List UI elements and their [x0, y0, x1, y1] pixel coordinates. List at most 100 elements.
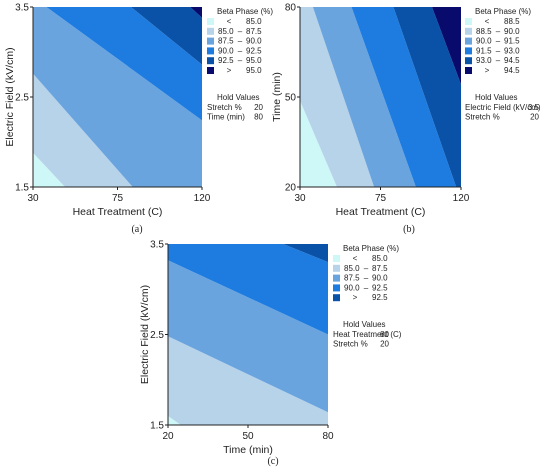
y-tick-label: 2.5 [15, 93, 29, 104]
legend-entry: 85.0–87.5 [207, 27, 262, 36]
hold-value-number: 80 [380, 330, 389, 339]
legend-swatch [465, 57, 472, 65]
y-tick-label: 3.5 [15, 3, 29, 14]
legend-title: Beta Phase (%) [475, 7, 531, 16]
legend-high: 92.5 [372, 293, 388, 302]
legend-entry: <85.0 [207, 17, 262, 26]
hold-value-name: Heat Treatment (C) [333, 330, 402, 339]
contour-band-2 [300, 7, 375, 187]
contour-band-3 [168, 260, 328, 413]
legend-swatch [465, 37, 472, 45]
x-tick-label: 120 [194, 193, 211, 204]
legend-low: 92.5 [218, 56, 234, 65]
legend: Beta Phase (%)< 85.085.0–87.587.5–90.090.… [207, 7, 273, 75]
hold-value-number: 3.5 [528, 103, 540, 112]
legend-dash: – [496, 27, 501, 36]
legend-dash: – [238, 27, 243, 36]
legend-low: 90.0 [476, 37, 492, 46]
legend-dash: – [364, 283, 369, 292]
legend-title: Beta Phase (%) [217, 7, 273, 16]
x-tick-label: 75 [375, 193, 387, 204]
legend-swatch [207, 27, 214, 35]
panel-caption: (a) [131, 224, 142, 235]
legend-swatch [207, 67, 214, 74]
x-axis-label: Time (min) [223, 444, 273, 456]
legend-entry: <85.0 [333, 254, 388, 263]
legend-swatch [207, 18, 214, 25]
legend-symbol: > [227, 66, 232, 75]
legend-dash: – [238, 37, 243, 46]
legend-low: 88.5 [476, 27, 492, 36]
legend-swatch [333, 284, 340, 292]
contour-band-3 [33, 7, 202, 187]
contour-band-5 [131, 7, 202, 65]
contour-band-1 [33, 152, 66, 187]
hold-value-number: 80 [254, 112, 263, 121]
legend-low: 87.5 [218, 37, 234, 46]
y-axis-label: Electric Field (kV/cm) [139, 285, 151, 384]
x-tick-label: 20 [162, 431, 174, 442]
legend-entry: >94.5 [465, 66, 520, 75]
contour-band-4 [168, 244, 328, 335]
legend-high: 90.0 [246, 37, 262, 46]
legend-low: 90.0 [218, 46, 234, 55]
contour-panel-1: 30 75 120 1.5 2.5 3.5 Heat Treatment (C) Electr… [4, 3, 273, 236]
legend-swatch [465, 67, 472, 74]
hold-value-name: Electric Field (kV/cm) [465, 103, 541, 112]
legend-high: 95.0 [246, 66, 262, 75]
contour-band-4 [351, 7, 457, 187]
legend-entry: 91.5–93.0 [465, 46, 520, 55]
x-tick-label: 120 [453, 193, 470, 204]
legend-entry: 90.0–92.5 [207, 46, 262, 55]
y-axis-label: Electric Field (kV/cm) [4, 47, 16, 146]
legend-low: 85.0 [218, 27, 234, 36]
legend-low: 85.0 [344, 264, 360, 273]
legend-symbol: > [353, 293, 358, 302]
y-tick-label: 1.5 [150, 421, 164, 432]
legend-swatch [465, 27, 472, 35]
legend-high: 94.5 [504, 56, 520, 65]
contour-band-3 [312, 7, 416, 187]
contour-panel-3: 20 50 80 1.5 2.5 3.5 Time (min) Electric Field … [139, 240, 402, 468]
legend-high: 95.0 [246, 56, 262, 65]
legend-swatch [333, 274, 340, 282]
legend-entry: 87.5–90.0 [207, 37, 262, 46]
legend-entry: >95.0 [207, 66, 262, 75]
x-tick-label: 30 [294, 193, 306, 204]
hold-value-number: 20 [380, 340, 389, 349]
legend-low: 93.0 [476, 56, 492, 65]
legend-high: 92.5 [246, 46, 262, 55]
legend-low: 87.5 [344, 274, 360, 283]
legend-symbol: < [227, 17, 232, 26]
legend-swatch [465, 47, 472, 55]
contour-band-5 [283, 244, 328, 263]
legend-symbol: < [353, 254, 358, 263]
x-tick-label: 75 [112, 193, 124, 204]
legend-swatch [207, 57, 214, 65]
legend-swatch [333, 264, 340, 272]
panel-caption: (c) [267, 456, 278, 467]
legend-dash: – [496, 46, 501, 55]
hold-value-name: Stretch % [333, 340, 368, 349]
contour-band-2 [168, 336, 328, 425]
x-axis-label: Heat Treatment (C) [73, 206, 163, 218]
y-tick-label: 1.5 [15, 183, 29, 194]
y-axis-label: Time (min) [271, 72, 283, 122]
hold-value-name: Time (min) [207, 112, 245, 121]
legend-high: 85.0 [246, 17, 262, 26]
hold-values-title: Hold Values [217, 93, 260, 102]
legend-low: 91.5 [476, 46, 492, 55]
legend-high: 91.5 [504, 37, 520, 46]
contour-band-5 [393, 7, 461, 187]
legend-entry: 87.5–90.0 [333, 274, 388, 283]
legend-title: Beta Phase (%) [343, 244, 399, 253]
contour-panel-2: 30 75 120 20 50 80 Heat Treatment (C) Time (min… [271, 3, 541, 236]
legend-high: 87.5 [372, 264, 388, 273]
hold-values-title: Hold Values [343, 320, 386, 329]
contour-band-6 [190, 7, 202, 18]
legend-entry: 90.0–91.5 [465, 37, 520, 46]
legend-symbol: < [485, 17, 490, 26]
